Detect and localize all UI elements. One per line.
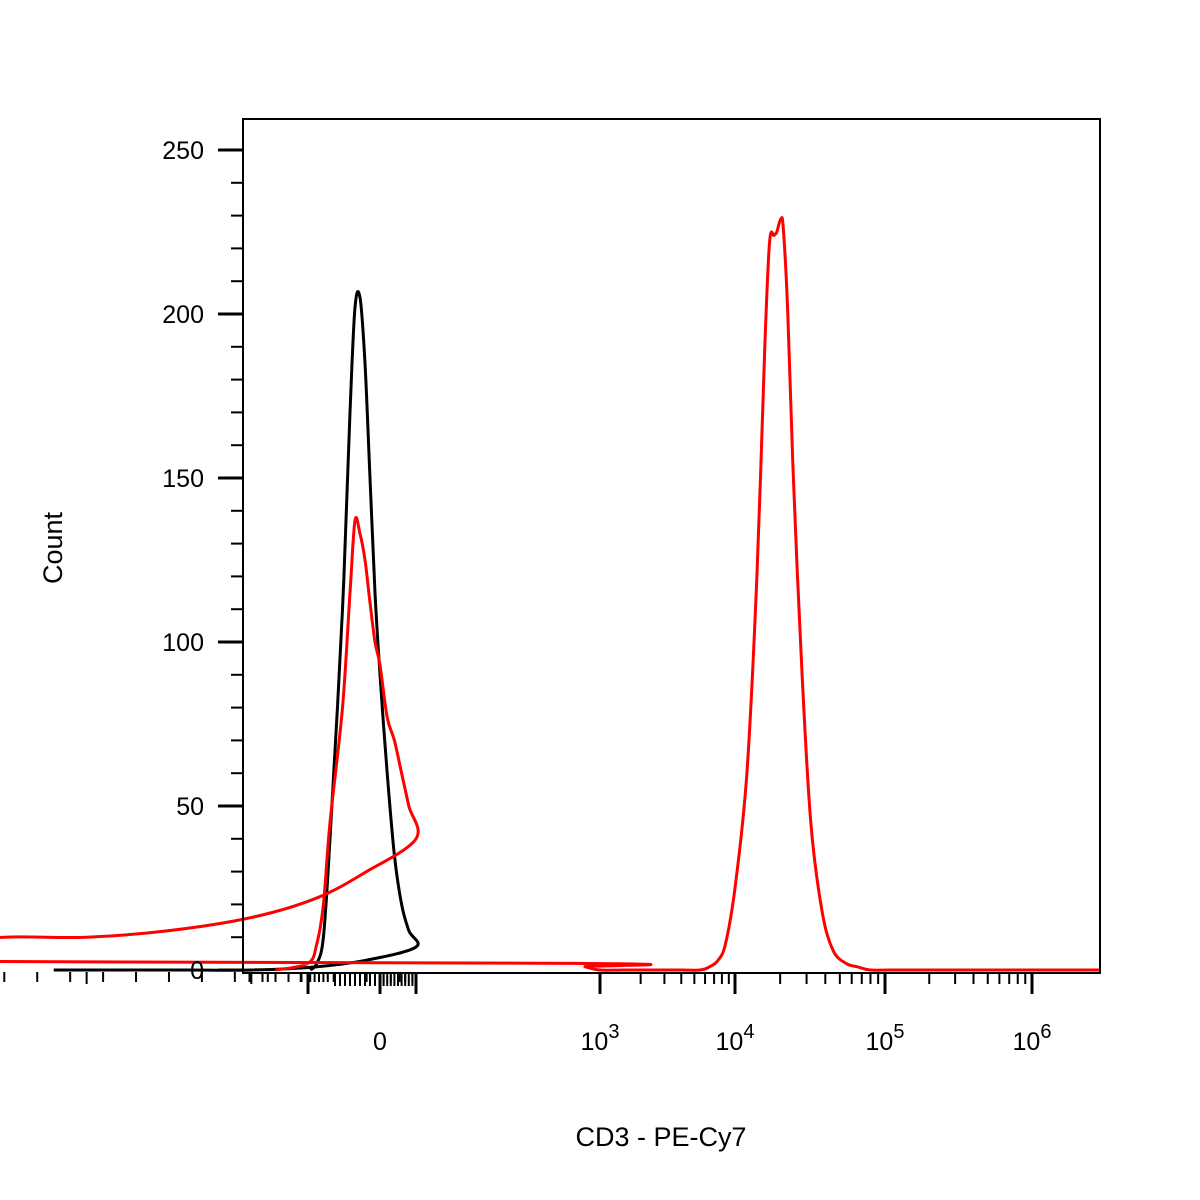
x-tick-label: 104 bbox=[716, 1021, 755, 1056]
x-tick-label: 106 bbox=[1013, 1021, 1052, 1056]
x-tick-label: 103 bbox=[581, 1021, 620, 1056]
x-axis-label: CD3 - PE-Cy7 bbox=[575, 1122, 746, 1152]
x-axis: 0 103 104 105 106 bbox=[3, 972, 1052, 1056]
plot-frame bbox=[242, 118, 1101, 974]
x-tick-exponent: 4 bbox=[743, 1021, 754, 1043]
x-tick-label: 105 bbox=[866, 1021, 905, 1056]
y-tick-label: 250 bbox=[162, 137, 204, 165]
x-tick-label: 0 bbox=[373, 1028, 387, 1056]
y-tick-label: 200 bbox=[162, 301, 204, 329]
x-tick-exponent: 6 bbox=[1040, 1021, 1051, 1043]
plot-lines bbox=[0, 216, 1100, 972]
y-tick-label: 150 bbox=[162, 465, 204, 493]
series-line-1 bbox=[53, 290, 420, 972]
y-tick-label: 100 bbox=[162, 629, 204, 657]
series-line-2 bbox=[0, 216, 1100, 972]
x-tick-exponent: 3 bbox=[608, 1021, 619, 1043]
y-axis: 0 50 100 150 200 250 bbox=[162, 137, 243, 985]
y-tick-label: 0 bbox=[190, 957, 204, 985]
y-tick-label: 50 bbox=[176, 793, 204, 821]
y-axis-label: Count bbox=[38, 511, 68, 584]
x-tick-exponent: 5 bbox=[893, 1021, 904, 1043]
